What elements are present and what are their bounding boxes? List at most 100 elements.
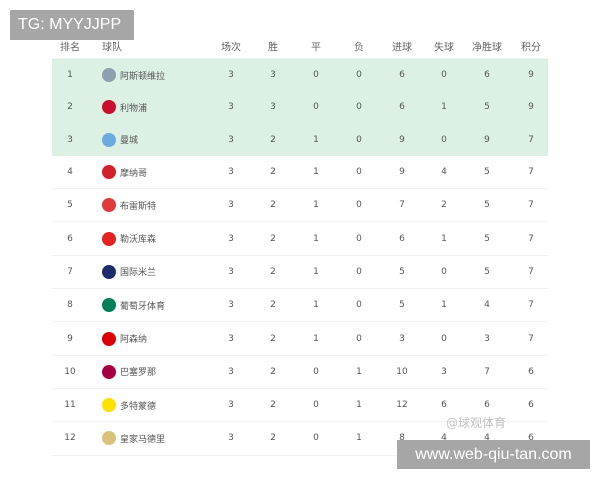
stat-cell: 5 xyxy=(484,200,490,211)
stat-cell: 7 xyxy=(528,333,534,344)
team-cell: 阿斯顿维拉 xyxy=(102,68,166,83)
stat-cell: 1 xyxy=(441,300,447,311)
stat-cell: 6 xyxy=(441,400,447,411)
team-name: 布雷斯特 xyxy=(120,201,157,212)
table-row[interactable]: 11 多特蒙德 3 2 0 1 12 6 6 6 xyxy=(52,389,548,423)
stat-cell: 7 xyxy=(528,200,534,211)
rank: 3 xyxy=(67,134,73,145)
table-row[interactable]: 3 曼城 3 2 1 0 9 0 9 7 xyxy=(52,123,548,156)
stat-cell: 10 xyxy=(396,366,408,377)
stat-cell: 0 xyxy=(356,333,362,344)
stat-cell: 0 xyxy=(356,102,362,113)
table-row[interactable]: 8 葡萄牙体育 3 2 1 0 5 1 4 7 xyxy=(52,289,548,323)
team-cell: 国际米兰 xyxy=(102,264,156,279)
stat-cell: 0 xyxy=(441,266,447,277)
rank: 4 xyxy=(67,167,73,178)
stat-cell: 1 xyxy=(356,433,362,444)
header-9: 积分 xyxy=(521,42,541,54)
stat-cell: 0 xyxy=(313,366,319,377)
header-0: 排名 xyxy=(60,42,80,54)
stat-cell: 5 xyxy=(484,233,490,244)
stat-cell: 5 xyxy=(399,300,405,311)
stat-cell: 2 xyxy=(270,366,276,377)
stat-cell: 4 xyxy=(441,167,447,178)
header-4: 平 xyxy=(311,42,321,54)
rank: 1 xyxy=(67,70,73,81)
stat-cell: 0 xyxy=(356,266,362,277)
team-cell: 勒沃库森 xyxy=(102,231,157,246)
rank: 2 xyxy=(67,102,73,113)
stat-cell: 0 xyxy=(356,70,362,81)
rank: 11 xyxy=(64,400,76,411)
stat-cell: 3 xyxy=(228,400,234,411)
stat-cell: 3 xyxy=(228,70,234,81)
table-row[interactable]: 1 阿斯顿维拉 3 3 0 0 6 0 6 9 xyxy=(52,59,548,92)
team-cell: 皇家马德里 xyxy=(102,431,165,446)
overlay-tag: TG: MYYJJPP xyxy=(10,10,134,40)
liverpool-crest-icon xyxy=(102,100,116,115)
stat-cell: 5 xyxy=(484,167,490,178)
header-8: 净胜球 xyxy=(472,42,502,54)
table-row[interactable]: 4 摩纳哥 3 2 1 0 9 4 5 7 xyxy=(52,156,548,190)
table-row[interactable]: 12 皇家马德里 3 2 0 1 8 4 4 6 xyxy=(52,422,548,456)
header-3: 胜 xyxy=(268,42,278,54)
stat-cell: 3 xyxy=(228,433,234,444)
brest-crest-icon xyxy=(102,198,116,213)
table-row[interactable]: 7 国际米兰 3 2 1 0 5 0 5 7 xyxy=(52,256,548,290)
stat-cell: 0 xyxy=(313,102,319,113)
standings-table: 排名 球队 场次 胜 平 负 进球 失球 净胜球 积分 1 阿斯顿维拉 3 3 0 0 6 0 6 9 2 利物浦 3 3 0… xyxy=(52,34,548,456)
stat-cell: 9 xyxy=(399,134,405,145)
team-cell: 布雷斯特 xyxy=(102,198,157,213)
table-row[interactable]: 2 利物浦 3 3 0 0 6 1 5 9 xyxy=(52,91,548,124)
stat-cell: 4 xyxy=(441,433,447,444)
monaco-crest-icon xyxy=(102,165,116,180)
rank: 7 xyxy=(67,266,73,277)
team-cell: 曼城 xyxy=(102,132,139,147)
stat-cell: 0 xyxy=(356,134,362,145)
stat-cell: 6 xyxy=(484,70,490,81)
stat-cell: 0 xyxy=(313,400,319,411)
table-row[interactable]: 5 布雷斯特 3 2 1 0 7 2 5 7 xyxy=(52,189,548,223)
stat-cell: 3 xyxy=(441,366,447,377)
stat-cell: 12 xyxy=(396,400,408,411)
team-cell: 利物浦 xyxy=(102,100,147,115)
team-name: 巴塞罗那 xyxy=(120,368,157,379)
man-city-crest-icon xyxy=(102,132,116,147)
stat-cell: 7 xyxy=(528,266,534,277)
stat-cell: 2 xyxy=(270,300,276,311)
stat-cell: 7 xyxy=(528,134,534,145)
rank: 8 xyxy=(67,300,73,311)
stat-cell: 2 xyxy=(270,400,276,411)
stat-cell: 9 xyxy=(528,70,534,81)
table-row[interactable]: 9 阿森纳 3 2 1 0 3 0 3 7 xyxy=(52,322,548,356)
stat-cell: 7 xyxy=(528,167,534,178)
stat-cell: 3 xyxy=(228,333,234,344)
stat-cell: 0 xyxy=(356,233,362,244)
stat-cell: 3 xyxy=(228,300,234,311)
table-row[interactable]: 6 勒沃库森 3 2 1 0 6 1 5 7 xyxy=(52,222,548,256)
header-6: 进球 xyxy=(392,42,412,54)
team-cell: 多特蒙德 xyxy=(102,398,156,413)
stat-cell: 2 xyxy=(270,433,276,444)
stat-cell: 6 xyxy=(528,433,534,444)
team-name: 勒沃库森 xyxy=(120,235,157,246)
stat-cell: 4 xyxy=(484,300,490,311)
stat-cell: 6 xyxy=(528,400,534,411)
stat-cell: 1 xyxy=(313,167,319,178)
team-cell: 葡萄牙体育 xyxy=(102,298,165,313)
team-name: 曼城 xyxy=(120,136,139,147)
stat-cell: 0 xyxy=(313,70,319,81)
table-row[interactable]: 10 巴塞罗那 3 2 0 1 10 3 7 6 xyxy=(52,356,548,389)
stat-cell: 2 xyxy=(270,333,276,344)
rank: 5 xyxy=(67,200,73,211)
stat-cell: 6 xyxy=(399,102,405,113)
team-name: 阿斯顿维拉 xyxy=(120,71,166,82)
arsenal-crest-icon xyxy=(102,331,116,346)
header-7: 失球 xyxy=(434,42,454,54)
stat-cell: 0 xyxy=(441,134,447,145)
rank: 10 xyxy=(64,366,76,377)
stat-cell: 3 xyxy=(399,333,405,344)
barcelona-crest-icon xyxy=(102,364,116,379)
stat-cell: 1 xyxy=(441,233,447,244)
team-cell: 摩纳哥 xyxy=(102,165,147,180)
